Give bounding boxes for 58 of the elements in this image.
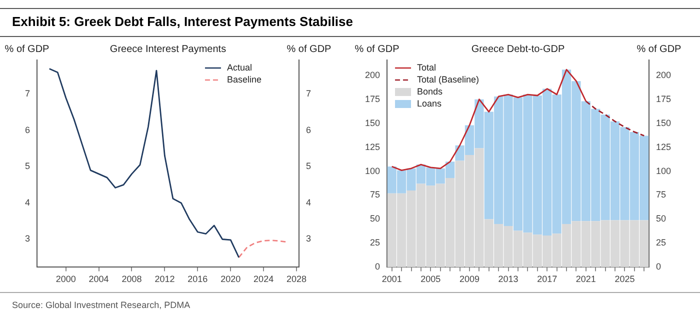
y2-tick-label: 25 — [656, 238, 666, 248]
chart-title: Greece Interest Payments — [110, 44, 226, 55]
x-tick-label: 2017 — [537, 274, 558, 284]
y2-axis-title: % of GDP — [286, 44, 332, 55]
y2-tick-label: 125 — [656, 142, 672, 152]
y2-tick-label: 175 — [656, 94, 672, 104]
y2-tick-label: 5 — [306, 161, 312, 172]
y2-tick-label: 75 — [656, 190, 666, 200]
x-tick-label: 2016 — [188, 274, 208, 284]
x-tick-label: 2008 — [122, 274, 142, 284]
y2-tick-label: 50 — [656, 214, 666, 224]
x-tick-label: 2004 — [88, 274, 109, 284]
x-tick-label: 2020 — [220, 274, 241, 284]
y2-axis-title: % of GDP — [636, 44, 682, 55]
x-tick-label: 2021 — [576, 274, 596, 284]
y2-tick-label: 7 — [306, 88, 312, 99]
y-tick-label: 6 — [24, 124, 30, 135]
legend-label: Actual — [226, 62, 252, 72]
y-tick-label: 7 — [24, 88, 30, 99]
x-tick-label: 2012 — [154, 274, 175, 284]
y-tick-label: 25 — [370, 238, 380, 248]
y-axis-title: % of GDP — [4, 44, 50, 55]
y-tick-label: 50 — [370, 214, 380, 224]
x-tick-label: 2028 — [286, 274, 307, 284]
y2-tick-label: 3 — [306, 234, 312, 244]
y2-tick-label: 150 — [656, 118, 672, 128]
legend-label: Loans — [417, 98, 442, 108]
y2-tick-label: 200 — [656, 70, 672, 80]
y-tick-label: 0 — [375, 262, 380, 272]
y-tick-label: 100 — [364, 166, 380, 176]
y-tick-label: 200 — [364, 70, 380, 80]
y-tick-label: 175 — [364, 94, 380, 104]
y2-tick-label: 100 — [656, 166, 672, 176]
source-note: Source: Global Investment Research, PDMA — [12, 300, 190, 310]
x-tick-label: 2025 — [614, 274, 635, 284]
legend-label: Total (Baseline) — [417, 74, 480, 84]
chart-title: Greece Debt-to-GDP — [471, 44, 566, 55]
y-axis-title: % of GDP — [354, 44, 400, 55]
legend-label: Baseline — [226, 74, 262, 84]
x-tick-label: 2005 — [420, 274, 441, 284]
x-tick-label: 2024 — [254, 274, 274, 284]
y-tick-label: 75 — [370, 190, 380, 200]
x-tick-label: 2013 — [498, 274, 518, 284]
y-tick-label: 3 — [24, 234, 30, 244]
legend-label: Total — [417, 62, 436, 72]
x-tick-label: 2001 — [382, 274, 402, 284]
y-tick-label: 125 — [364, 142, 380, 152]
y-tick-label: 150 — [364, 118, 380, 128]
y-tick-label: 4 — [24, 197, 30, 208]
y2-tick-label: 0 — [656, 262, 661, 272]
x-tick-label: 2000 — [56, 274, 76, 284]
x-tick-label: 2009 — [459, 274, 480, 284]
y2-tick-label: 4 — [306, 197, 312, 208]
y-tick-label: 5 — [24, 161, 30, 172]
legend-label: Bonds — [417, 86, 444, 96]
text: Exhibit 5: Greek Debt Falls, Interest Payments Stabilise — [12, 14, 354, 29]
y2-tick-label: 6 — [306, 124, 312, 135]
line-series — [585, 100, 645, 136]
